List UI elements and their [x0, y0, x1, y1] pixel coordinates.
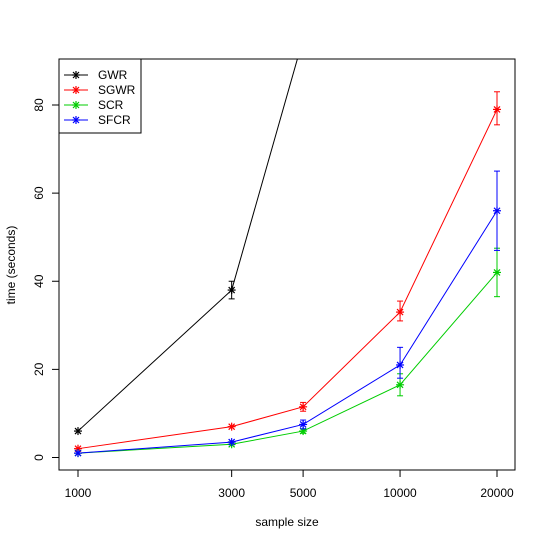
data-point-gwr [299, 35, 307, 43]
y-tick-label: 60 [32, 186, 46, 200]
data-point-sgwr [299, 402, 308, 411]
data-point-gwr [227, 286, 236, 295]
data-point-sfcr [299, 420, 308, 429]
series-sfcr [74, 170, 501, 458]
y-tick-label: 0 [32, 454, 46, 461]
y-axis: 0 20 40 60 80 [32, 98, 60, 461]
legend-marker [72, 101, 80, 109]
data-point-sgwr [396, 308, 405, 317]
data-point-sfcr [396, 360, 405, 369]
legend-label: SFCR [98, 113, 131, 127]
y-tick-label: 80 [32, 98, 46, 112]
x-tick-label: 20000 [480, 486, 514, 500]
legend-label: SGWR [98, 83, 136, 97]
series-scr [74, 247, 501, 458]
legend-label: GWR [98, 68, 128, 82]
y-tick-label: 40 [32, 274, 46, 288]
series-line-sfcr [77, 210, 498, 454]
x-tick-label: 1000 [65, 486, 92, 500]
legend-item-sfcr: SFCR [64, 113, 131, 127]
series-layer [74, 35, 501, 458]
x-axis: 1000 3000 5000 10000 20000 [65, 469, 514, 500]
x-axis-title: sample size [255, 515, 319, 529]
data-point-scr [493, 268, 501, 277]
data-point-sgwr [493, 105, 501, 114]
legend-item-gwr: GWR [64, 68, 128, 82]
data-point-sfcr [493, 206, 501, 215]
series-gwr [74, 35, 307, 436]
y-tick-label: 20 [32, 362, 46, 376]
legend-box [58, 58, 142, 134]
legend-marker [72, 86, 80, 94]
data-point-scr [396, 380, 405, 389]
series-sgwr [74, 91, 501, 453]
x-tick-label: 5000 [290, 486, 317, 500]
data-point-sgwr [227, 422, 236, 431]
x-tick-label: 10000 [383, 486, 417, 500]
legend-item-scr: SCR [64, 98, 124, 112]
legend-marker [72, 116, 80, 124]
data-point-sfcr [74, 449, 82, 458]
y-axis-title: time (seconds) [4, 226, 18, 305]
legend-label: SCR [98, 98, 124, 112]
series-line-scr [77, 272, 498, 454]
legend-item-sgwr: SGWR [64, 83, 136, 97]
data-point-sfcr [227, 438, 236, 447]
legend-marker [72, 71, 80, 79]
series-line-sgwr [77, 109, 498, 450]
x-tick-label: 3000 [218, 486, 245, 500]
data-point-gwr [74, 427, 82, 436]
